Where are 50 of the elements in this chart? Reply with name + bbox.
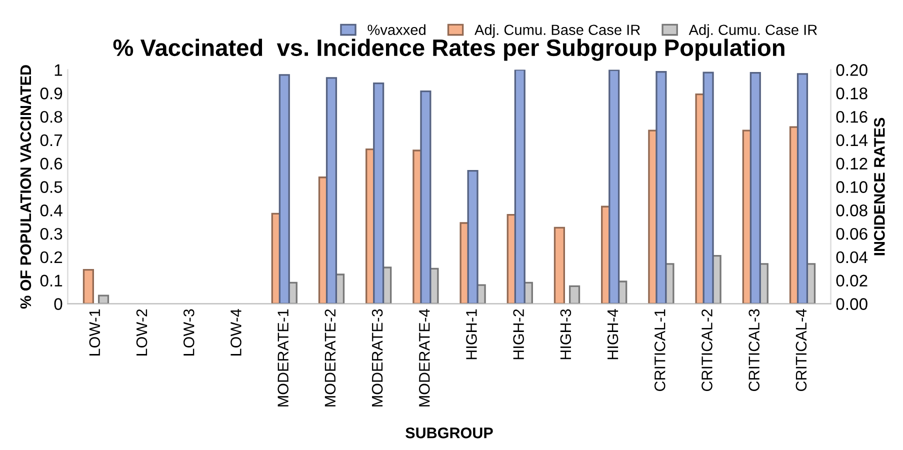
x-tick-label: HIGH-1 — [466, 309, 477, 360]
x-tick-label: LOW-1 — [89, 309, 100, 356]
y-tick-label: 1 — [54, 64, 62, 76]
y2-tick-label: 0.12 — [836, 158, 868, 170]
y-tick-label: 0.4 — [40, 204, 62, 216]
y2-tick-label: 0.04 — [836, 251, 868, 264]
x-tick-label: HIGH-2 — [513, 309, 524, 360]
legend-label: %vaxxed — [368, 24, 426, 36]
y2-tick-label: 0.08 — [836, 204, 868, 216]
y-axis-title: % OF POPULATION VACCINATED — [20, 65, 32, 309]
x-tick-label: CRITICAL-4 — [796, 309, 807, 392]
x-tick-label: LOW-3 — [183, 309, 194, 356]
x-tick-label: MODERATE-1 — [278, 309, 288, 406]
legend-label: Adj. Cumu. Case IR — [688, 24, 817, 38]
x-tick-label: HIGH-3 — [560, 309, 572, 360]
chart-title: % Vaccinated vs. Incidence Rates per Subgroup Population — [113, 38, 784, 61]
x-tick-label: MODERATE-4 — [418, 309, 430, 406]
x-tick-label: CRITICAL-3 — [748, 309, 760, 392]
bar — [278, 74, 290, 304]
y2-axis-title: INCIDENCE RATES — [874, 118, 885, 256]
bar — [514, 70, 526, 304]
x-tick-label: MODERATE-2 — [324, 309, 336, 406]
x-tick-label: CRITICAL-1 — [654, 309, 666, 392]
y-tick-label: 0.6 — [40, 158, 62, 170]
y-tick-label: 0.7 — [40, 134, 62, 146]
y-tick-label: 0.8 — [40, 110, 62, 123]
legend-label: Adj. Cumu. Base Case IR — [474, 24, 640, 38]
bar — [82, 268, 94, 304]
y-tick-label: 0.3 — [40, 228, 62, 240]
x-tick-label: MODERATE-3 — [372, 309, 383, 406]
y-tick-label: 0.9 — [40, 88, 62, 100]
bar — [554, 226, 566, 304]
x-tick-label: LOW-4 — [230, 309, 242, 356]
y2-tick-label: 0.06 — [836, 228, 868, 240]
y2-tick-label: 0.18 — [836, 88, 868, 100]
x-tick-label: CRITICAL-2 — [702, 309, 712, 392]
y2-tick-label: 0.10 — [836, 181, 868, 193]
x-tick-label: LOW-2 — [136, 309, 148, 356]
x-axis-title: SUBGROUP — [406, 427, 493, 438]
y2-tick-label: 0.02 — [836, 274, 868, 287]
y-tick-label: 0.5 — [40, 181, 62, 193]
y2-tick-label: 0.14 — [836, 134, 868, 146]
y2-tick-label: 0.16 — [836, 110, 868, 123]
y-tick-label: 0.1 — [40, 274, 62, 287]
y-tick-label: 0.2 — [40, 251, 62, 264]
y2-tick-label: 0.00 — [836, 298, 868, 310]
bar — [608, 70, 620, 304]
x-tick-label: HIGH-4 — [607, 309, 618, 360]
y-tick-label: 0 — [54, 298, 62, 310]
y2-tick-label: 0.20 — [836, 64, 868, 76]
